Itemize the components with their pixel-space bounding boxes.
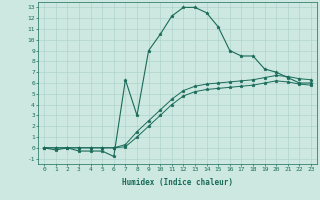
X-axis label: Humidex (Indice chaleur): Humidex (Indice chaleur) xyxy=(122,178,233,187)
